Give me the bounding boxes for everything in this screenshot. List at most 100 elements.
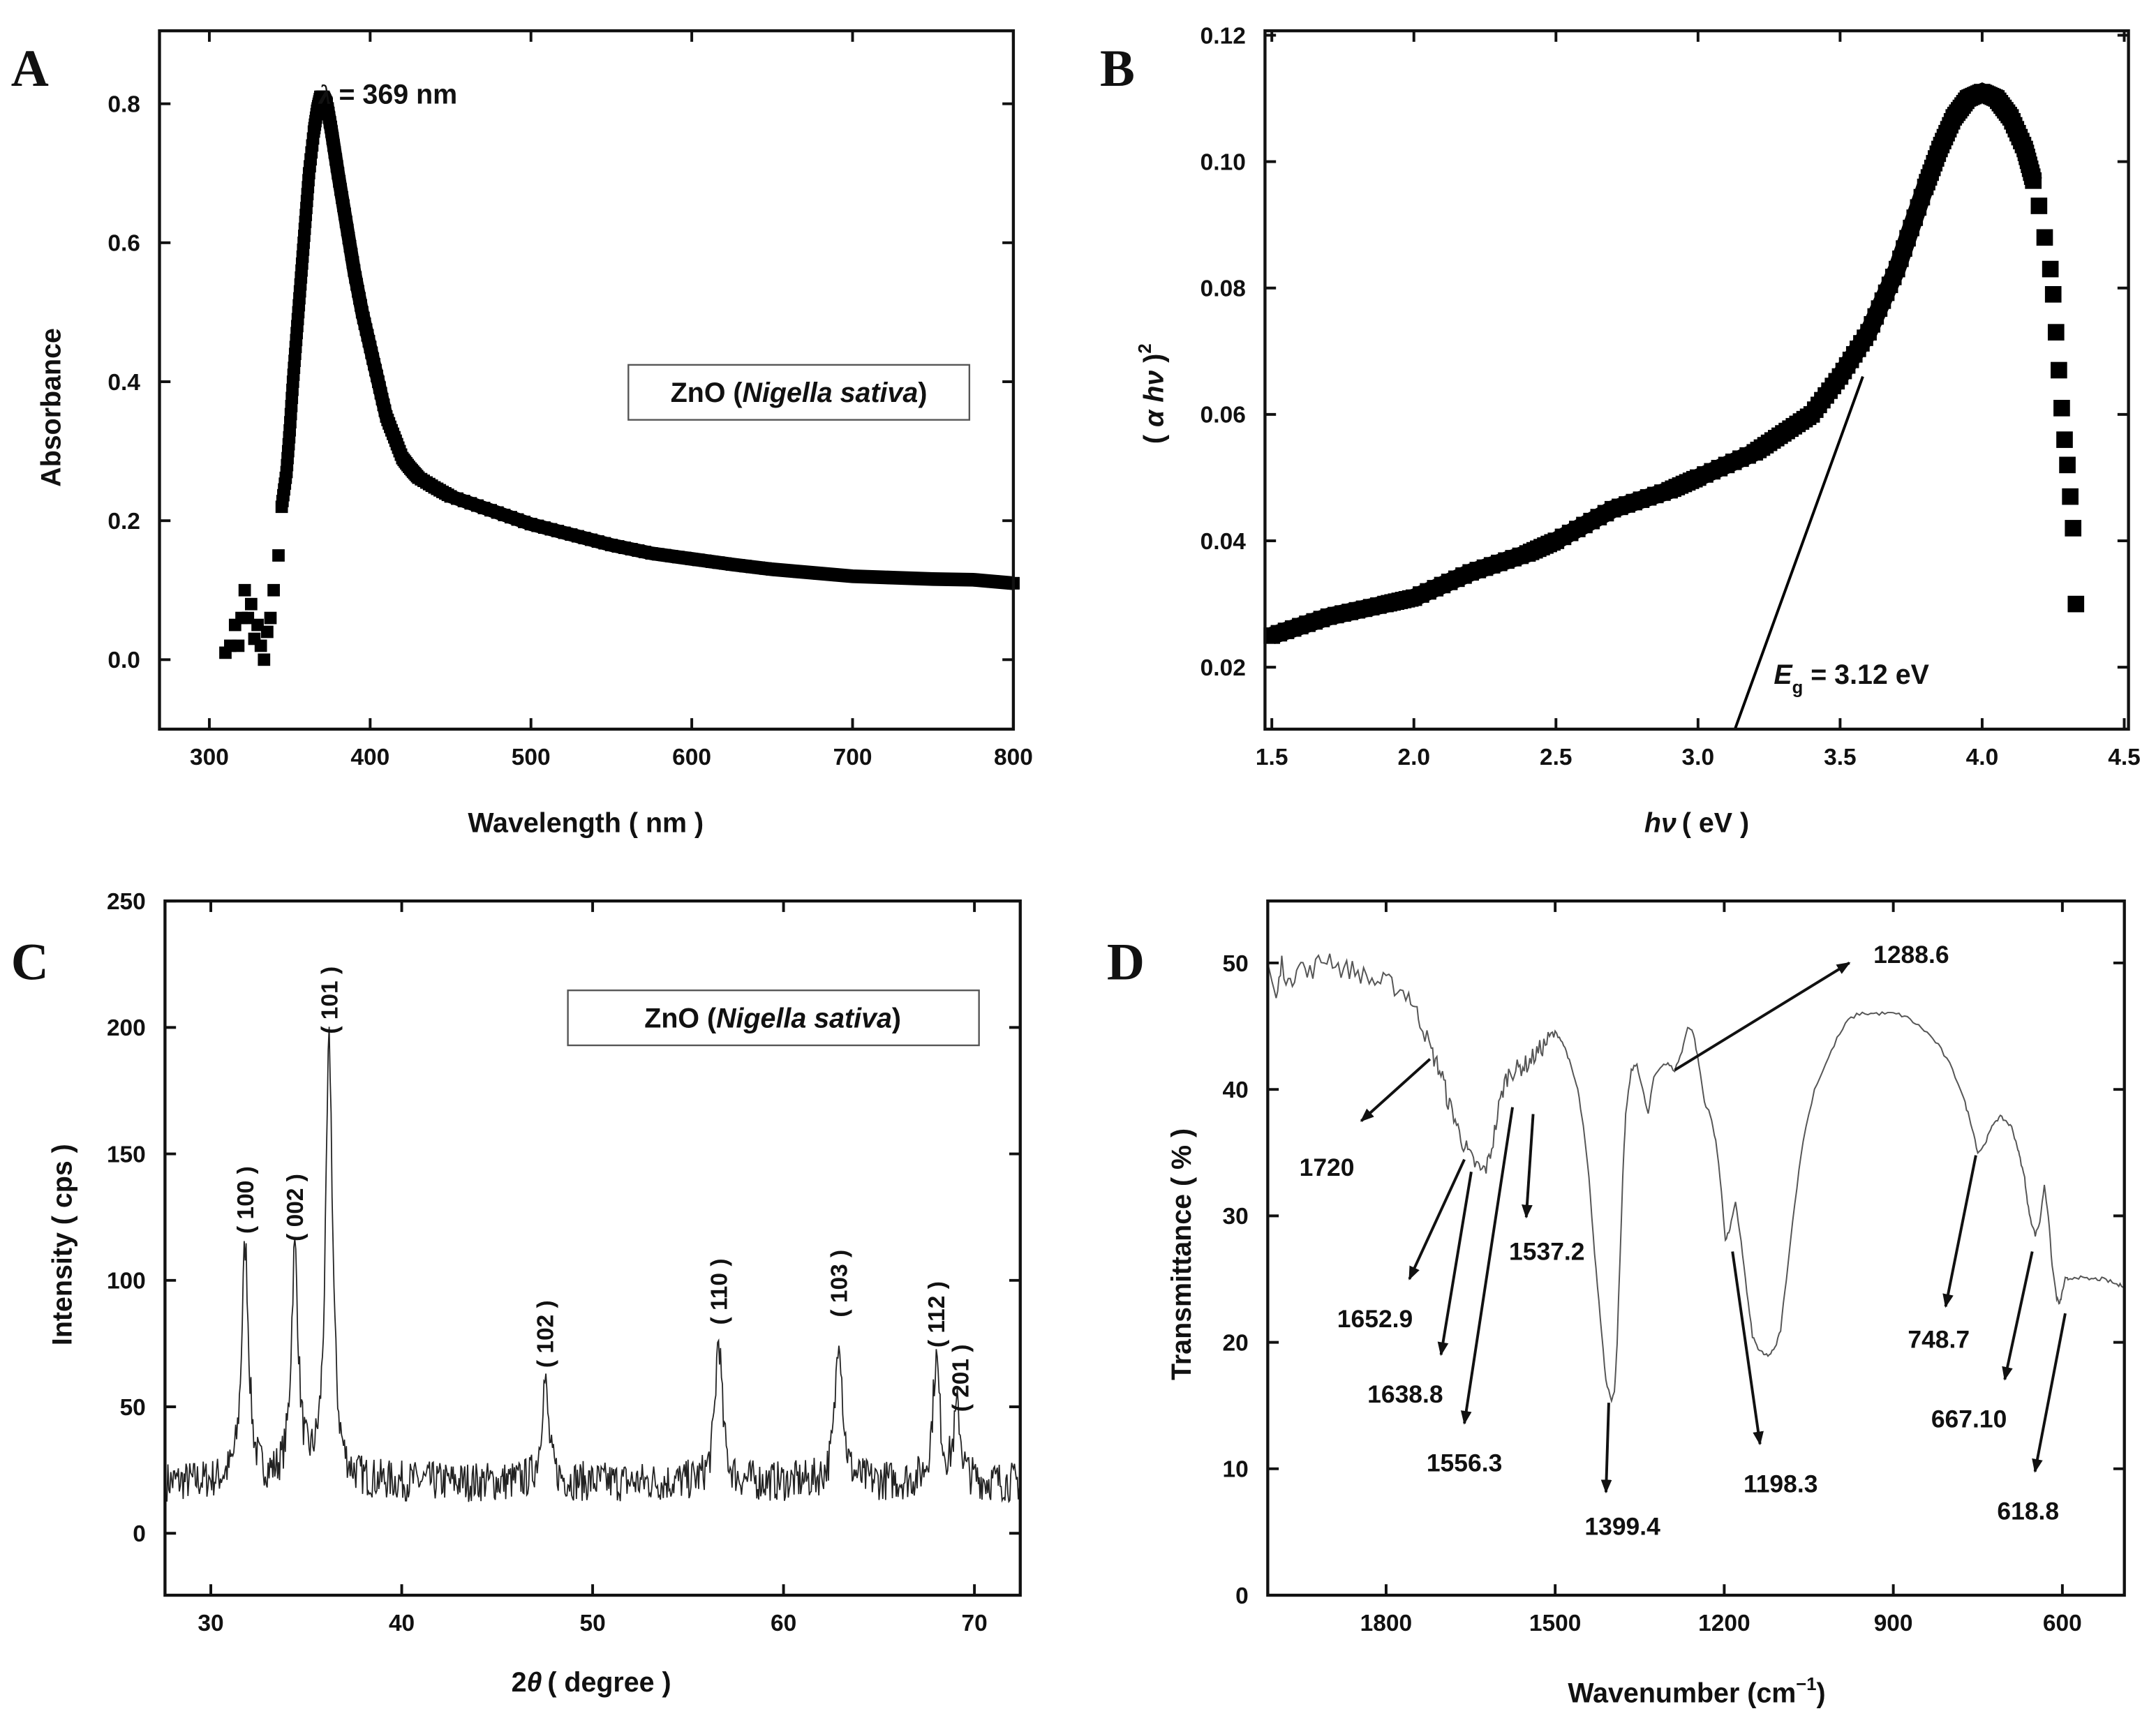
xlabel-text: Wavenumber (cm bbox=[1568, 1678, 1796, 1709]
panel-b-xlabel: hν( eV ) bbox=[1644, 808, 1749, 839]
legend-label: ZnO (Nigella sativa) bbox=[671, 378, 928, 408]
data-point bbox=[261, 625, 274, 639]
peak-label: ( 101 ) bbox=[317, 966, 343, 1034]
eg-symbol: E bbox=[1774, 659, 1793, 690]
panel-b-tauc-plot: 1.5 2.0 2.5 3.0 3.5 4.0 4.5 0.02 0.04 0.06 0.08 0.1… bbox=[1200, 23, 2141, 770]
annotation-arrow bbox=[1942, 1155, 1977, 1308]
annotation-arrow bbox=[1674, 962, 1851, 1072]
panel-c-xtick-label: 50 bbox=[579, 1611, 605, 1636]
peak-label: ( 201 ) bbox=[948, 1344, 974, 1412]
data-point bbox=[2053, 400, 2070, 417]
annotation-label: 1652.9 bbox=[1337, 1305, 1413, 1333]
xlabel-two: 2 bbox=[512, 1667, 527, 1698]
panel-letter-c: C bbox=[11, 933, 49, 991]
annotation-arrow bbox=[1460, 1107, 1514, 1425]
panel-d-xtick-label: 1500 bbox=[1529, 1611, 1582, 1636]
panel-c-xtick-label: 60 bbox=[771, 1611, 796, 1636]
data-point bbox=[232, 639, 245, 652]
data-point bbox=[251, 618, 264, 632]
data-point bbox=[2062, 488, 2079, 505]
data-point bbox=[238, 583, 251, 597]
annotation-label: 1556.3 bbox=[1427, 1449, 1502, 1477]
xlabel-hnu: hν bbox=[1644, 808, 1677, 839]
annotation-label: 748.7 bbox=[1908, 1325, 1970, 1353]
annotation-arrow bbox=[2032, 1313, 2067, 1473]
panel-d-ylabel: Transmittance ( % ) bbox=[1166, 1128, 1197, 1380]
data-point bbox=[244, 597, 258, 611]
data-point bbox=[2036, 229, 2053, 246]
panel-b-ytick-label: 0.12 bbox=[1200, 23, 1246, 49]
panel-b-ytick-label: 0.08 bbox=[1200, 276, 1246, 302]
panel-c-xtick-label: 30 bbox=[198, 1611, 223, 1636]
xlabel-unit: ( eV ) bbox=[1682, 808, 1749, 839]
annotation-label: 1399.4 bbox=[1584, 1512, 1660, 1540]
panel-letter-d: D bbox=[1107, 933, 1145, 991]
ylabel-alpha-hnu: α hν bbox=[1139, 371, 1170, 427]
data-point bbox=[258, 653, 271, 666]
panel-a-legend: ZnO (Nigella sativa) bbox=[627, 364, 971, 421]
eg-sub: g bbox=[1792, 678, 1804, 698]
panel-a-xtick-label: 700 bbox=[833, 745, 872, 770]
legend-species: Nigella sativa bbox=[716, 1003, 892, 1033]
panel-a-xlabel: Wavelength ( nm ) bbox=[468, 808, 704, 839]
panel-d-xtick-label: 1800 bbox=[1360, 1611, 1413, 1636]
panel-d-xtick-label: 900 bbox=[1874, 1611, 1913, 1636]
panel-a-ytick-label: 0.0 bbox=[107, 648, 140, 673]
panel-a-xtick-label: 400 bbox=[350, 745, 389, 770]
panel-c-ylabel: Intensity ( cps ) bbox=[47, 1144, 77, 1345]
panel-c-plot-frame bbox=[163, 899, 1022, 1597]
legend-suffix: ) bbox=[892, 1003, 901, 1033]
panel-b-xtick-label: 4.5 bbox=[2108, 745, 2141, 770]
data-point bbox=[2025, 172, 2042, 189]
panel-a-uv-vis: 300 400 500 600 700 800 0.0 0.2 0.4 0.6 0.8 bbox=[107, 29, 1033, 770]
legend-prefix: ZnO ( bbox=[644, 1003, 717, 1033]
data-point bbox=[2065, 520, 2082, 537]
legend-prefix: ZnO ( bbox=[671, 378, 743, 408]
tangent-line bbox=[1733, 375, 1864, 730]
peak-label: ( 002 ) bbox=[283, 1174, 308, 1241]
data-point bbox=[264, 611, 277, 625]
panel-a-ylabel: Absorbance bbox=[36, 328, 67, 487]
eg-value: = 3.12 eV bbox=[1803, 659, 1929, 690]
annotation-arrow bbox=[2002, 1251, 2034, 1381]
legend-suffix: ) bbox=[918, 378, 927, 408]
peak-value: = 369 nm bbox=[332, 80, 458, 110]
panel-d-ytick-label: 10 bbox=[1223, 1457, 1249, 1483]
panel-d-plot-frame bbox=[1266, 899, 2126, 1597]
panel-a-xtick-label: 300 bbox=[190, 745, 229, 770]
panel-d-xlabel: Wavenumber (cm−1) bbox=[1568, 1675, 1825, 1709]
panel-d-ftir: 1720 1652.9 1638.8 1556.3 1537.2 1399.4 1288.6… bbox=[1223, 899, 2126, 1636]
panel-d-ytick-label: 50 bbox=[1223, 951, 1249, 977]
peak-label: ( 103 ) bbox=[827, 1250, 853, 1317]
lambda-symbol: λ bbox=[318, 80, 331, 110]
panel-c-ytick-label: 0 bbox=[133, 1521, 146, 1547]
panel-c-xtick-label: 40 bbox=[389, 1611, 415, 1636]
annotation-label: 618.8 bbox=[1997, 1498, 2059, 1525]
panel-c-ytick-label: 250 bbox=[107, 889, 146, 915]
panel-a-ytick-label: 0.6 bbox=[107, 231, 140, 257]
data-point bbox=[2030, 197, 2048, 214]
panel-b-xtick-label: 1.5 bbox=[1256, 745, 1288, 770]
legend-label: ZnO (Nigella sativa) bbox=[644, 1003, 901, 1033]
data-point bbox=[2056, 431, 2073, 448]
annotation-label: 667.10 bbox=[1931, 1405, 2007, 1433]
panel-a-ytick-label: 0.2 bbox=[107, 509, 140, 535]
panel-a-series bbox=[219, 90, 1020, 666]
data-point bbox=[267, 583, 280, 597]
data-point bbox=[2051, 361, 2067, 379]
panel-b-xtick-label: 3.5 bbox=[1824, 745, 1857, 770]
panel-b-xtick-label: 2.5 bbox=[1540, 745, 1573, 770]
peak-label: ( 112 ) bbox=[924, 1281, 950, 1347]
xlabel-theta: θ bbox=[526, 1667, 542, 1698]
data-point bbox=[241, 611, 255, 625]
panel-d-ytick-label: 0 bbox=[1235, 1583, 1249, 1609]
data-point bbox=[2047, 324, 2065, 341]
panel-c-legend: ZnO (Nigella sativa) bbox=[567, 990, 980, 1047]
panel-a-plot-frame bbox=[158, 29, 1016, 731]
annotation-arrow bbox=[1408, 1158, 1466, 1280]
annotation-arrow bbox=[1437, 1171, 1473, 1357]
legend-box bbox=[627, 364, 971, 421]
annotation-arrow bbox=[1522, 1114, 1535, 1219]
panel-b-bandgap-annotation: Eg = 3.12 eV bbox=[1774, 659, 1929, 698]
